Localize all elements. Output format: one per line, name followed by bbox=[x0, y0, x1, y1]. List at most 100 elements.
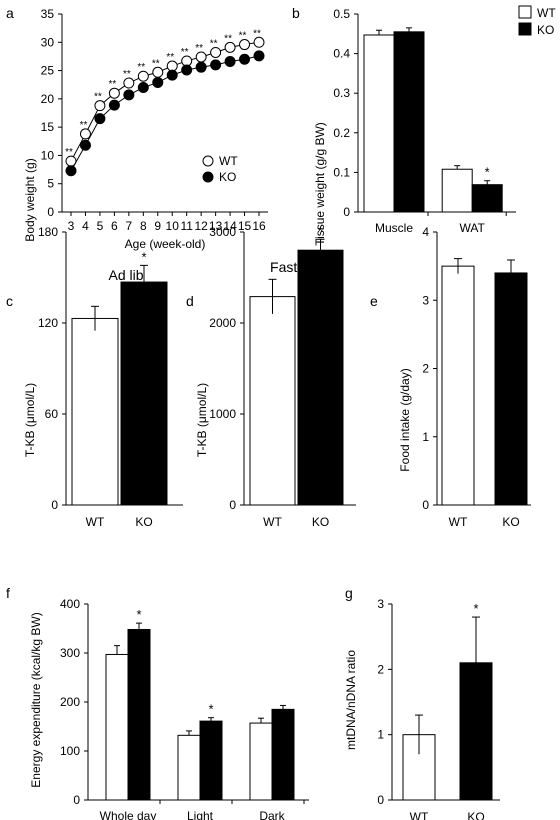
panel-label: d bbox=[186, 293, 194, 309]
data-point-ko bbox=[181, 64, 193, 76]
bar-wt bbox=[363, 34, 395, 213]
legend-swatch-wt bbox=[518, 5, 532, 19]
panel-label: g bbox=[345, 585, 353, 601]
y-tick-label: 3 bbox=[422, 293, 429, 307]
significance-marker: ** bbox=[108, 79, 116, 90]
data-point-wt bbox=[239, 39, 251, 51]
significance-marker: ** bbox=[123, 69, 131, 80]
y-tick-label: 0.2 bbox=[333, 126, 350, 140]
panel-b: b Tissue weight (g/g BW) 0 0.1 0.2 0.3 0.4 0.5 M… bbox=[292, 5, 556, 246]
bar-wt bbox=[71, 317, 119, 506]
x-tick-label: 9 bbox=[154, 219, 161, 233]
x-tick-label: 6 bbox=[111, 219, 118, 233]
bar-wt bbox=[441, 265, 475, 506]
y-tick-label: 5 bbox=[47, 177, 54, 191]
panel-c: c T-KB (μmol/L) Ad lib 0 60 120 180 WT KO * bbox=[6, 225, 183, 529]
y-tick-label: 2 bbox=[422, 362, 429, 376]
data-point-ko bbox=[108, 99, 120, 111]
bar-wt bbox=[177, 734, 201, 801]
y-tick-label: 20 bbox=[41, 92, 55, 106]
significance-marker: ** bbox=[65, 147, 73, 158]
x-tick-label: 5 bbox=[97, 219, 104, 233]
significance-marker: ** bbox=[166, 52, 174, 63]
x-axis-title: Age (week-old) bbox=[125, 237, 206, 251]
y-tick-label: 1000 bbox=[209, 407, 236, 421]
panel-e: e Food intake (g/day) 0 1 2 3 4 WT KO bbox=[370, 225, 531, 529]
y-tick-label: 1 bbox=[422, 430, 429, 444]
x-tick-label: 13 bbox=[209, 219, 223, 233]
y-tick-label: 100 bbox=[60, 744, 80, 758]
significance-marker: * bbox=[473, 601, 478, 616]
bar-ko bbox=[199, 720, 223, 801]
x-tick-label: 14 bbox=[223, 219, 237, 233]
x-tick-label: 11 bbox=[180, 219, 193, 233]
y-tick-label: 30 bbox=[41, 35, 55, 49]
significance-marker: * bbox=[141, 249, 146, 264]
x-tick-label: WT bbox=[449, 515, 468, 529]
y-tick-label: 180 bbox=[38, 225, 58, 239]
x-tick-label: KO bbox=[502, 515, 519, 529]
data-point-ko bbox=[79, 139, 91, 151]
y-tick-label: 0 bbox=[377, 793, 384, 807]
data-point-wt bbox=[210, 46, 222, 58]
x-tick-label: KO bbox=[135, 515, 152, 529]
panel-label: e bbox=[370, 293, 378, 309]
bar-wt bbox=[249, 296, 296, 506]
y-tick-label: 0.4 bbox=[333, 47, 350, 61]
bar-wt bbox=[105, 653, 129, 801]
legend-marker-ko bbox=[202, 171, 214, 183]
y-tick-label: 0 bbox=[343, 205, 350, 219]
x-tick-label: 12 bbox=[194, 219, 208, 233]
x-tick-label: WAT bbox=[460, 221, 486, 235]
data-point-ko bbox=[152, 76, 164, 88]
y-tick-label: 200 bbox=[60, 695, 80, 709]
y-axis-title: Body weight (g) bbox=[23, 158, 37, 241]
y-tick-label: 300 bbox=[60, 646, 80, 660]
significance-marker: ** bbox=[137, 62, 145, 73]
y-tick-label: 0.5 bbox=[333, 7, 350, 21]
bar-wt bbox=[249, 722, 273, 801]
x-tick-label: WT bbox=[86, 515, 105, 529]
y-tick-label: 10 bbox=[41, 148, 55, 162]
data-point-ko bbox=[94, 113, 106, 125]
bar-ko bbox=[459, 662, 493, 801]
y-tick-label: 0 bbox=[229, 498, 236, 512]
y-axis-title: T-KB (μmol/L) bbox=[23, 383, 37, 457]
panel-title: Ad lib bbox=[108, 267, 143, 283]
panel-f: f Energy expenditure (kcal/kg BW) 0 100 200 3… bbox=[6, 585, 309, 820]
y-tick-label: 60 bbox=[45, 407, 59, 421]
data-point-wt bbox=[108, 87, 120, 99]
data-point-ko bbox=[195, 61, 207, 73]
x-tick-label: KO bbox=[467, 810, 484, 820]
data-point-ko bbox=[137, 82, 149, 94]
x-tick-label: 8 bbox=[140, 219, 147, 233]
y-axis-title: Energy expenditure (kcal/kg BW) bbox=[29, 612, 43, 787]
y-tick-label: 0 bbox=[51, 498, 58, 512]
y-tick-label: 2000 bbox=[209, 316, 236, 330]
x-tick-label: Muscle bbox=[375, 221, 413, 235]
bar-ko bbox=[271, 708, 295, 801]
data-point-ko bbox=[224, 56, 236, 68]
y-tick-label: 120 bbox=[38, 316, 58, 330]
data-point-ko bbox=[166, 69, 178, 81]
data-point-wt bbox=[253, 36, 265, 48]
x-tick-label: WT bbox=[410, 810, 429, 820]
legend-label: WT bbox=[219, 154, 238, 168]
data-point-ko bbox=[253, 50, 265, 62]
significance-marker: * bbox=[136, 607, 141, 622]
y-tick-label: 0 bbox=[73, 793, 80, 807]
data-point-wt bbox=[137, 70, 149, 82]
data-point-ko bbox=[239, 53, 251, 65]
panel-label: f bbox=[6, 585, 10, 601]
legend-label: KO bbox=[537, 23, 554, 37]
bar-ko bbox=[120, 281, 168, 506]
y-tick-label: 3000 bbox=[209, 225, 236, 239]
x-tick-label: WT bbox=[263, 515, 282, 529]
y-tick-label: 0.1 bbox=[333, 165, 350, 179]
x-tick-label: 10 bbox=[166, 219, 180, 233]
significance-marker: * bbox=[208, 702, 213, 717]
significance-marker: ** bbox=[94, 92, 102, 103]
significance-marker: ** bbox=[239, 31, 247, 42]
